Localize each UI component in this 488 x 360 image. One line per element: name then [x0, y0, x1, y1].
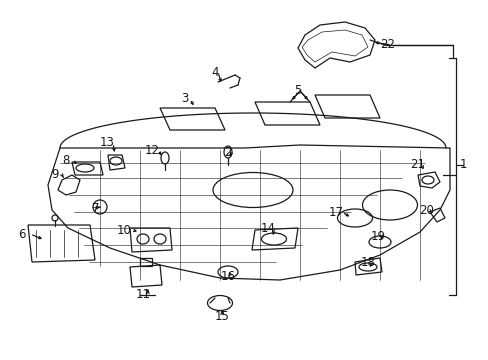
Text: 19: 19 [370, 230, 385, 243]
Text: 13: 13 [100, 136, 114, 149]
Text: 8: 8 [62, 154, 70, 167]
Text: 14: 14 [260, 221, 275, 234]
Text: 10: 10 [116, 224, 131, 237]
Text: 3: 3 [181, 93, 188, 105]
Text: 6: 6 [18, 228, 26, 240]
Text: 21: 21 [409, 158, 425, 171]
Text: 15: 15 [214, 310, 229, 323]
Text: 1: 1 [458, 158, 466, 171]
Text: 12: 12 [144, 144, 159, 157]
Text: 4: 4 [211, 66, 218, 78]
Text: 9: 9 [51, 168, 59, 181]
Text: 16: 16 [220, 270, 235, 283]
Text: 22: 22 [380, 39, 395, 51]
Text: 2: 2 [224, 145, 231, 158]
Text: 20: 20 [419, 204, 433, 217]
Text: 18: 18 [360, 256, 375, 270]
Text: 17: 17 [328, 206, 343, 219]
Text: 5: 5 [294, 85, 301, 98]
Text: 7: 7 [92, 202, 100, 215]
Text: 11: 11 [135, 288, 150, 302]
